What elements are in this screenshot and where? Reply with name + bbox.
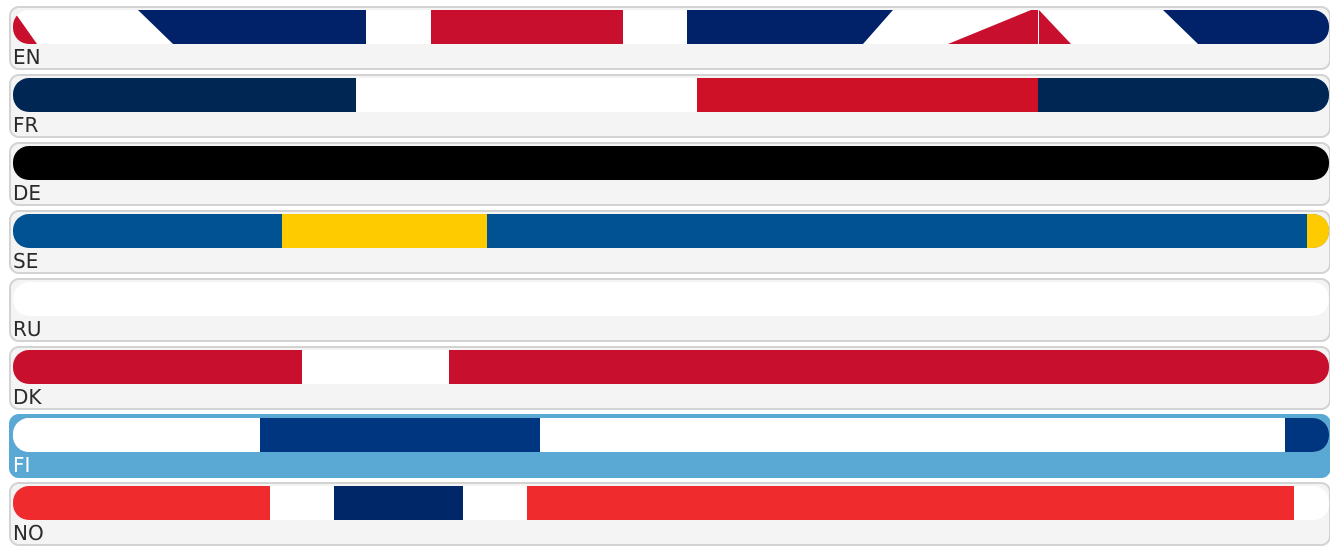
- russia-flag-icon: [13, 282, 1329, 316]
- language-code: FR: [13, 113, 39, 137]
- language-code: FI: [13, 453, 31, 477]
- language-option-en[interactable]: EN: [9, 6, 1330, 70]
- norway-flag-icon: [13, 486, 1329, 520]
- language-option-dk[interactable]: DK: [9, 346, 1330, 410]
- denmark-flag-icon: [13, 350, 1329, 384]
- france-flag-icon: [13, 78, 1329, 112]
- language-option-fr[interactable]: FR: [9, 74, 1330, 138]
- language-option-no[interactable]: NO: [9, 482, 1330, 546]
- uk-flag-icon: [13, 10, 1329, 44]
- language-code: DE: [13, 181, 42, 205]
- language-option-ru[interactable]: RU: [9, 278, 1330, 342]
- language-code: SE: [13, 249, 39, 273]
- language-code: RU: [13, 317, 42, 341]
- sweden-flag-icon: [13, 214, 1329, 248]
- language-option-de[interactable]: DE: [9, 142, 1330, 206]
- language-option-fi[interactable]: FI: [9, 414, 1330, 478]
- language-code: DK: [13, 385, 42, 409]
- language-option-se[interactable]: SE: [9, 210, 1330, 274]
- language-code: EN: [13, 45, 41, 69]
- germany-flag-icon: [13, 146, 1329, 180]
- language-code: NO: [13, 521, 44, 545]
- finland-flag-icon: [13, 418, 1329, 452]
